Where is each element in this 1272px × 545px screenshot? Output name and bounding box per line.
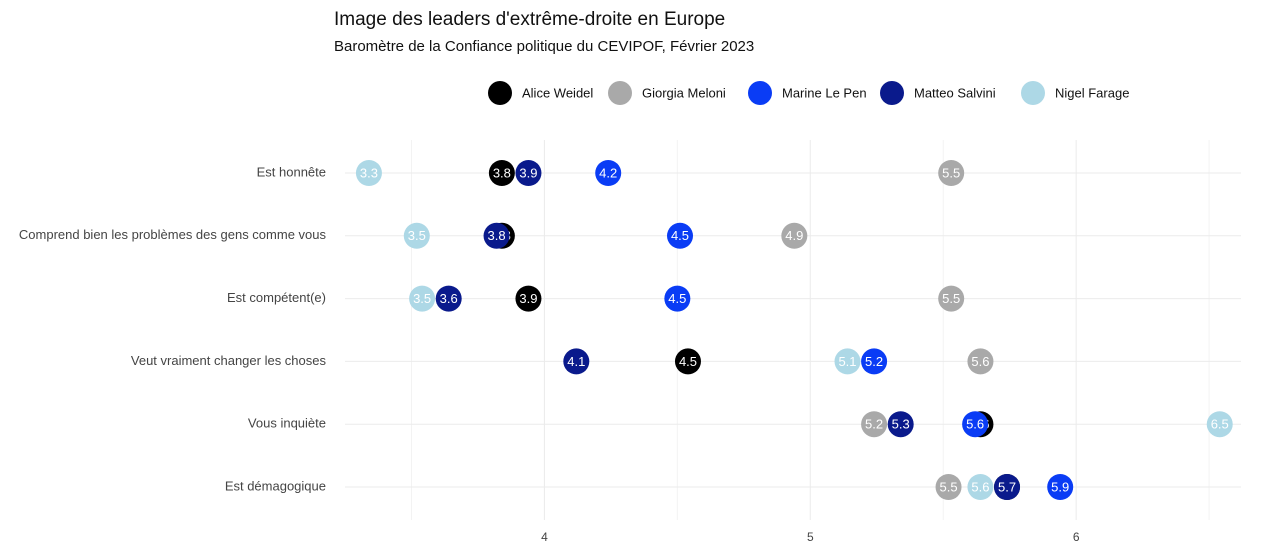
dot-label: 5.3 bbox=[892, 417, 910, 432]
dot bbox=[515, 160, 542, 186]
legend-label: Marine Le Pen bbox=[782, 85, 867, 100]
dot-label: 3.9 bbox=[519, 165, 537, 180]
dot-label: 3.6 bbox=[440, 291, 458, 306]
dot bbox=[674, 348, 701, 375]
chart-subtitle: Baromètre de la Confiance politique du C… bbox=[334, 38, 754, 55]
dot-label: 3.3 bbox=[360, 165, 378, 180]
dot bbox=[834, 348, 861, 375]
dot bbox=[967, 474, 994, 500]
dot-label: 5.9 bbox=[1051, 479, 1069, 494]
dot-label: 5.2 bbox=[865, 417, 883, 432]
category-label: Est compétent(e) bbox=[227, 290, 326, 305]
dot-label: 6.5 bbox=[1211, 417, 1229, 432]
dot bbox=[887, 411, 914, 438]
dot bbox=[861, 411, 888, 438]
dot-label: 5.5 bbox=[942, 165, 960, 180]
dot bbox=[781, 222, 808, 249]
dot bbox=[938, 285, 965, 312]
dot-label: 4.5 bbox=[671, 228, 689, 243]
dot-label: 3.8 bbox=[493, 165, 511, 180]
dot bbox=[403, 222, 430, 249]
legend-label: Giorgia Meloni bbox=[642, 85, 726, 100]
dot-label: 5.6 bbox=[966, 417, 984, 432]
dot-label: 4.9 bbox=[785, 228, 803, 243]
dot-label: 5.5 bbox=[942, 291, 960, 306]
dot bbox=[664, 285, 691, 312]
dot bbox=[515, 285, 542, 312]
dot-label: 5.7 bbox=[998, 479, 1016, 494]
category-label: Vous inquiète bbox=[248, 416, 326, 431]
dot-label: 5.6 bbox=[971, 354, 989, 369]
legend-label: Alice Weidel bbox=[522, 85, 593, 100]
dot-label: 4.5 bbox=[668, 291, 686, 306]
category-label: Est honnête bbox=[257, 164, 326, 179]
dot bbox=[967, 348, 994, 375]
legend-swatch bbox=[1021, 81, 1045, 105]
dot-label: 3.9 bbox=[519, 291, 537, 306]
x-tick-label: 6 bbox=[1073, 530, 1080, 544]
dot bbox=[935, 474, 962, 500]
category-label: Est démagogique bbox=[225, 478, 326, 493]
dot bbox=[595, 160, 622, 186]
legend-label: Nigel Farage bbox=[1055, 85, 1129, 100]
dot bbox=[483, 222, 510, 249]
dot bbox=[563, 348, 590, 375]
dot bbox=[667, 222, 694, 249]
dot-label: 4.2 bbox=[599, 165, 617, 180]
dot bbox=[488, 160, 515, 186]
dot-label: 5.1 bbox=[838, 354, 856, 369]
dot-label: 4.5 bbox=[679, 354, 697, 369]
category-label: Comprend bien les problèmes des gens com… bbox=[19, 227, 327, 242]
dot bbox=[1047, 474, 1074, 500]
category-label: Veut vraiment changer les choses bbox=[131, 353, 327, 368]
dot-label: 3.8 bbox=[488, 228, 506, 243]
dot bbox=[861, 348, 888, 375]
dot bbox=[409, 285, 436, 312]
legend-swatch bbox=[488, 81, 512, 105]
chart-title: Image des leaders d'extrême-droite en Eu… bbox=[334, 9, 725, 30]
x-tick-label: 5 bbox=[807, 530, 814, 544]
x-tick-label: 4 bbox=[541, 530, 548, 544]
dot-label: 5.2 bbox=[865, 354, 883, 369]
dot-label: 5.6 bbox=[971, 479, 989, 494]
dot bbox=[994, 474, 1021, 500]
legend-label: Matteo Salvini bbox=[914, 85, 996, 100]
dot bbox=[355, 160, 382, 186]
legend-swatch bbox=[880, 81, 904, 105]
dot bbox=[938, 160, 965, 186]
dot-label: 3.5 bbox=[413, 291, 431, 306]
legend-swatch bbox=[608, 81, 632, 105]
dot bbox=[1206, 411, 1233, 438]
dot bbox=[962, 411, 989, 438]
dot-label: 3.5 bbox=[408, 228, 426, 243]
dot-label: 4.1 bbox=[567, 354, 585, 369]
dot-label: 5.5 bbox=[939, 479, 957, 494]
legend-swatch bbox=[748, 81, 772, 105]
dot bbox=[435, 285, 462, 312]
